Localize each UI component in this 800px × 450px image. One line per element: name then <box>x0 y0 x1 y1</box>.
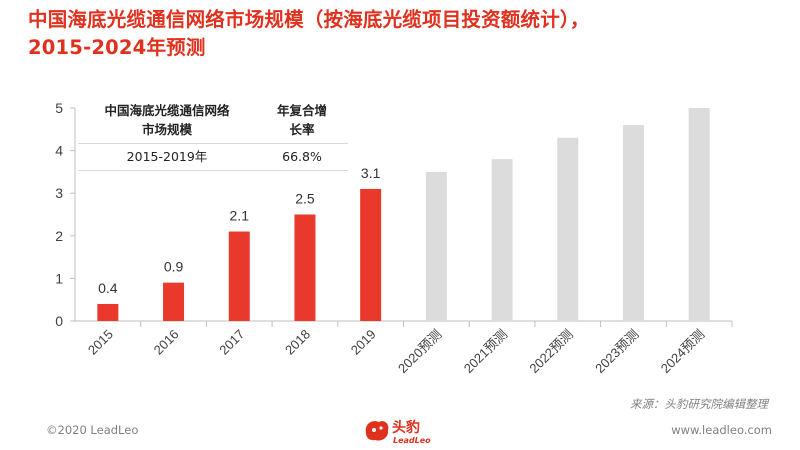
cagr-table: 中国海底光缆通信网络 市场规模 年复合增 长率 2015-2019年 66.8% <box>78 101 348 171</box>
page-title-line2: 2015-2024年预测 <box>28 36 206 59</box>
cagr-table-row: 2015-2019年 66.8% <box>78 143 348 171</box>
cagr-period: 2015-2019年 <box>126 149 208 164</box>
x-tick-label: 2016 <box>151 327 182 358</box>
y-tick-label: 4 <box>55 143 63 159</box>
cagr-col1-header-line2: 市场规模 <box>141 122 192 137</box>
bar-forecast <box>425 171 447 321</box>
bar-forecast <box>688 108 710 321</box>
bar-data-label: 3.1 <box>361 165 381 181</box>
bar-data-label: 0.4 <box>98 280 118 296</box>
bar-actual <box>360 188 382 321</box>
x-tick-label: 2017 <box>216 327 247 358</box>
y-tick-label: 1 <box>55 270 63 286</box>
website-link[interactable]: www.leadleo.com <box>671 423 772 437</box>
x-tick-label: 2022预测 <box>526 327 575 376</box>
bar-actual <box>294 214 316 321</box>
cagr-rate: 66.8% <box>282 149 322 164</box>
leopard-head-icon <box>365 421 389 441</box>
x-tick-label: 2019 <box>348 327 379 358</box>
x-tick-label: 2015 <box>85 327 116 358</box>
bar-actual <box>228 231 250 321</box>
x-tick-label: 2021预测 <box>461 327 510 376</box>
leadleo-logo: 头豹 LeadLeo <box>365 419 431 445</box>
bar-data-label: 2.5 <box>295 191 315 207</box>
y-tick-label: 5 <box>55 100 63 116</box>
bar-forecast <box>491 159 513 321</box>
bar-forecast <box>557 137 579 321</box>
x-tick-label: 2024预测 <box>658 327 707 376</box>
page-title: 中国海底光缆通信网络市场规模（按海底光缆项目投资额统计）， 2015-2024年… <box>28 6 788 62</box>
x-tick-label: 2023预测 <box>592 327 641 376</box>
source-note: 来源：头豹研究院编辑整理 <box>630 397 768 411</box>
y-tick-label: 0 <box>55 313 63 329</box>
bar-data-label: 2.1 <box>230 208 250 224</box>
bar-actual <box>97 303 119 321</box>
cagr-col2-header-line1: 年复合增 <box>276 103 327 118</box>
page-title-line1: 中国海底光缆通信网络市场规模（按海底光缆项目投资额统计）， <box>28 8 590 31</box>
x-tick-label: 2018 <box>282 327 313 358</box>
copyright-text: ©2020 LeadLeo <box>46 423 139 437</box>
bar-actual <box>163 282 185 321</box>
logo-cn-text: 头豹 <box>392 419 420 436</box>
cagr-col2-header-line2: 长率 <box>289 122 315 137</box>
logo-en-text: LeadLeo <box>393 436 431 445</box>
cagr-table-col2-header: 年复合增 长率 <box>256 101 348 139</box>
cagr-table-col1-header: 中国海底光缆通信网络 市场规模 <box>78 101 256 139</box>
cagr-col1-header-line1: 中国海底光缆通信网络 <box>104 103 230 118</box>
x-tick-label: 2020预测 <box>395 327 444 376</box>
y-tick-label: 2 <box>55 228 63 244</box>
bar-forecast <box>622 125 644 321</box>
y-tick-label: 3 <box>55 185 63 201</box>
cagr-table-header: 中国海底光缆通信网络 市场规模 年复合增 长率 <box>78 101 348 139</box>
bar-data-label: 0.9 <box>164 259 184 275</box>
